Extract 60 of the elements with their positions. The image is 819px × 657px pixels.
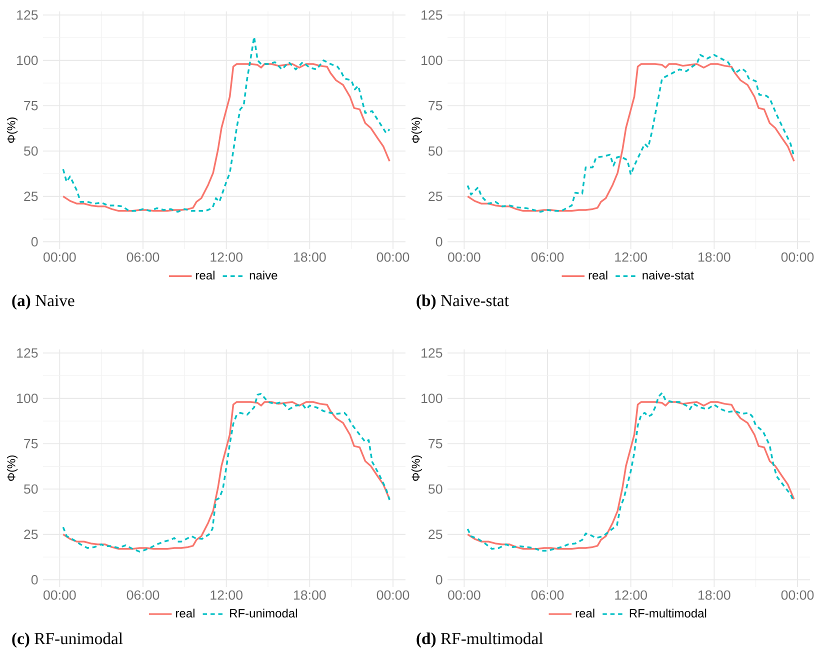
y-tick-label: 75 [24,439,38,448]
x-tick-label: 00:00 [781,252,814,262]
y-axis-title: Φ(%) [6,118,18,143]
y-tick-label: 100 [422,394,442,404]
text: (c) RF-unimodal [12,632,123,648]
legend-label: real [196,270,214,280]
y-tick-label: 75 [428,439,442,448]
y-tick-label: 100 [17,56,38,66]
x-tick-label: 18:00 [698,590,730,600]
y-tick-label: 0 [436,575,442,584]
y-tick-label: 25 [428,530,442,540]
x-tick-label: 00:00 [44,252,76,262]
x-tick-label: 06:00 [126,252,160,262]
y-tick-label: 0 [436,237,442,246]
text: (a) Naive [12,294,74,310]
legend-label: real [176,608,194,618]
legend-label: naive [250,270,278,280]
y-tick-label: 50 [428,146,442,156]
x-tick-label: 00:00 [781,590,814,600]
y-axis-title: Φ(%) [6,456,18,481]
x-tick-label: 00:00 [44,590,76,600]
legend-label: real [576,608,594,618]
legend-label: real [588,270,608,280]
y-tick-label: 50 [24,146,38,156]
y-tick-label: 25 [24,530,38,540]
text: (b) Naive-stat [416,294,509,310]
y-tick-label: 75 [24,101,38,110]
y-tick-label: 100 [17,394,38,404]
x-tick-label: 12:00 [615,590,647,600]
x-tick-label: 06:00 [531,590,564,600]
x-tick-label: 06:00 [531,252,564,262]
legend-label: RF-multimodal [630,608,706,618]
y-tick-label: 25 [428,192,442,202]
x-tick-label: 00:00 [376,252,410,262]
x-tick-label: 00:00 [448,252,480,262]
x-tick-label: 18:00 [698,252,730,262]
y-tick-label: 50 [24,484,38,494]
x-tick-label: 18:00 [294,252,326,262]
y-tick-label: 125 [422,348,442,358]
y-tick-label: 125 [17,10,38,20]
x-tick-label: 12:00 [210,252,243,262]
legend-label: RF-unimodal [230,608,297,618]
y-axis-title: Φ(%) [411,118,422,143]
y-tick-label: 75 [428,101,442,110]
x-tick-label: 06:00 [126,590,160,600]
x-tick-label: 12:00 [615,252,647,262]
y-tick-label: 50 [428,484,442,494]
text: (d) RF-multimodal [416,632,543,648]
legend-label: naive-stat [642,270,694,280]
y-tick-label: 25 [24,192,38,202]
x-tick-label: 12:00 [210,590,243,600]
y-tick-label: 0 [31,575,38,584]
y-tick-label: 100 [422,56,442,66]
y-tick-label: 125 [422,10,442,20]
y-tick-label: 125 [17,348,38,358]
x-tick-label: 00:00 [448,590,480,600]
x-tick-label: 18:00 [294,590,326,600]
x-tick-label: 00:00 [376,590,410,600]
y-tick-label: 0 [31,237,38,246]
y-axis-title: Φ(%) [411,456,422,481]
